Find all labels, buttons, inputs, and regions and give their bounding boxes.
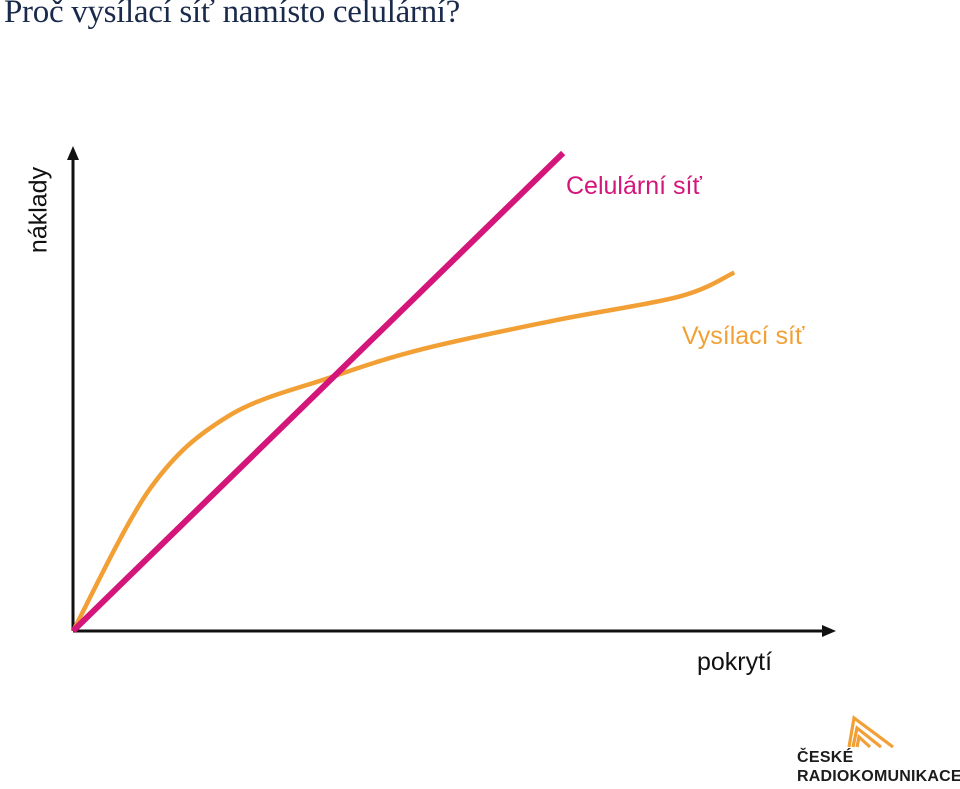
logo-text-line2: RADIOKOMUNIKACE [797,768,960,785]
chart-axes [67,146,836,637]
series-layer [70,150,736,634]
series-line-broadcast [71,270,736,633]
logo-mark-icon [847,715,894,749]
y-axis-arrow [67,146,79,160]
x-axis-label: pokrytí [697,648,773,676]
logo-text-line1: ČESKÉ [797,749,854,766]
y-axis-label: náklady [24,166,53,254]
x-axis-arrow [822,625,836,637]
company-logo: ČESKÉ RADIOKOMUNIKACE [797,714,960,786]
series-line-cellular [70,150,566,634]
series-label-broadcast: Vysílací síť [682,322,805,350]
series-label-cellular: Celulární síť [566,172,702,200]
page-title: Proč vysílací síť namísto celulární? [4,0,461,30]
